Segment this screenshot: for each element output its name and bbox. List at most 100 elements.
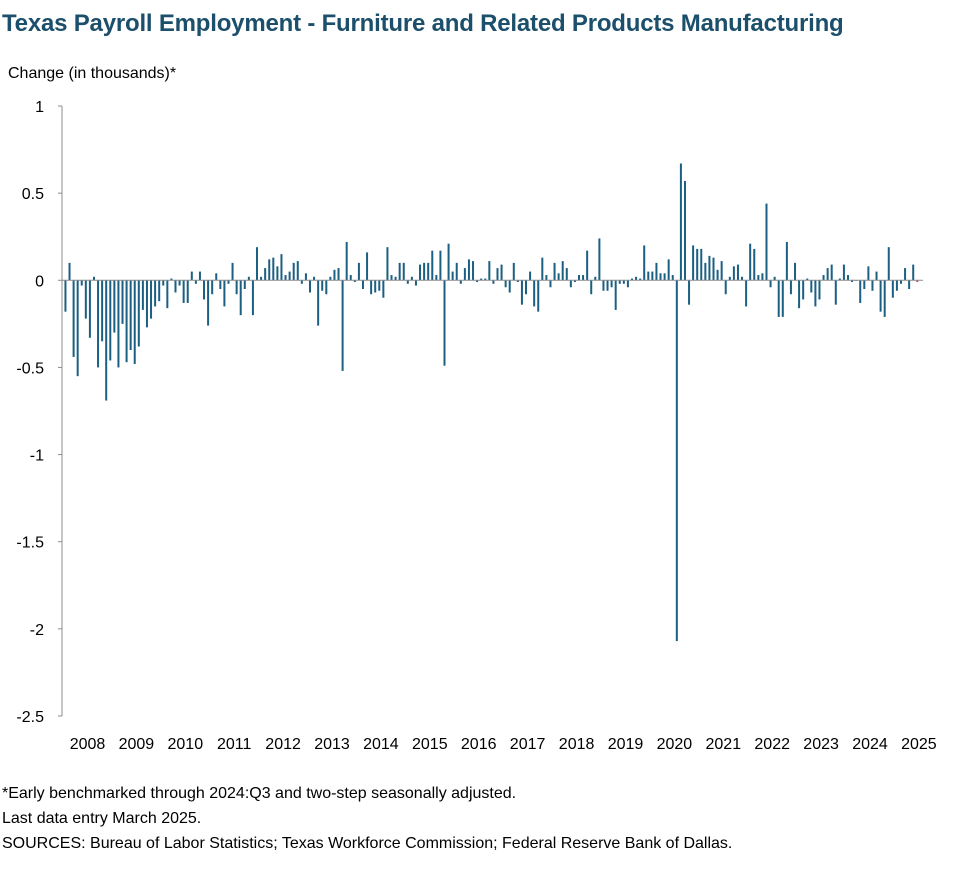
bar <box>203 280 206 300</box>
bar <box>830 264 833 281</box>
bar <box>101 280 104 342</box>
y-tick-label: 0.5 <box>22 186 44 203</box>
bar <box>382 280 385 298</box>
bar <box>247 276 250 281</box>
bar <box>838 278 841 281</box>
bar <box>659 273 662 281</box>
x-tick-label: 2015 <box>412 736 448 753</box>
bar <box>137 280 140 347</box>
bar <box>851 280 854 283</box>
bar <box>215 273 218 281</box>
bar <box>329 276 332 281</box>
bar <box>109 280 112 361</box>
bar <box>826 268 829 281</box>
x-tick-label: 2023 <box>803 736 839 753</box>
bar <box>891 280 894 298</box>
bars-group <box>64 163 919 642</box>
bar <box>121 280 124 324</box>
bar <box>333 269 336 281</box>
bar <box>223 280 226 307</box>
bar <box>480 278 483 281</box>
x-tick-label: 2011 <box>217 736 252 753</box>
bar <box>207 280 210 326</box>
y-axis-label: Change (in thousands)* <box>8 65 177 82</box>
bar <box>476 280 479 283</box>
bar <box>154 280 157 307</box>
bar <box>704 262 707 281</box>
bar <box>239 280 242 316</box>
y-tick-label: -1 <box>30 448 44 465</box>
bar <box>284 275 287 281</box>
bar <box>647 271 650 281</box>
bar <box>321 280 324 291</box>
bar <box>802 280 805 300</box>
bar <box>419 264 422 281</box>
bar <box>158 280 161 302</box>
bar <box>374 280 377 293</box>
x-tick-label: 2021 <box>706 736 742 753</box>
bar <box>761 273 764 281</box>
bar <box>708 255 711 281</box>
bar <box>219 280 222 289</box>
bar <box>643 245 646 281</box>
bar <box>512 262 515 281</box>
bar <box>349 275 352 281</box>
bar <box>366 252 369 281</box>
bar <box>598 238 601 281</box>
bar <box>166 280 169 309</box>
bar <box>675 280 678 642</box>
bar <box>736 264 739 281</box>
bar <box>398 262 401 281</box>
bar <box>182 280 185 303</box>
bar <box>133 280 136 364</box>
bar <box>402 262 405 281</box>
bar <box>557 273 560 281</box>
bar <box>72 280 75 357</box>
bar <box>871 280 874 291</box>
x-tick-label: 2014 <box>363 736 399 753</box>
bar <box>904 268 907 281</box>
bar <box>732 266 735 281</box>
bar <box>272 257 275 281</box>
bar <box>227 280 230 284</box>
y-tick-label: 1 <box>35 99 44 116</box>
bar <box>794 262 797 281</box>
bar <box>141 280 144 310</box>
bar <box>406 280 409 284</box>
bar <box>516 280 519 283</box>
x-tick-label: 2016 <box>461 736 497 753</box>
footnote-last-entry: Last data entry March 2025. <box>2 810 202 827</box>
bar <box>235 280 238 295</box>
bar <box>423 262 426 281</box>
bar <box>68 262 71 281</box>
bar <box>84 280 87 319</box>
bar <box>447 243 450 281</box>
bar <box>545 275 548 281</box>
bar <box>614 280 617 310</box>
bar <box>353 280 356 283</box>
bar <box>455 262 458 281</box>
bar <box>264 268 267 281</box>
bar <box>683 180 686 281</box>
bar <box>879 280 882 312</box>
bar <box>117 280 120 368</box>
bar <box>602 280 605 291</box>
bar <box>769 280 772 288</box>
bar <box>834 280 837 305</box>
bar <box>162 280 165 286</box>
bar <box>280 254 283 281</box>
bar <box>753 248 756 281</box>
bar <box>378 280 381 291</box>
bar <box>667 259 670 281</box>
bar <box>569 280 572 288</box>
bar <box>728 276 731 281</box>
bar <box>582 275 585 281</box>
x-tick-label: 2018 <box>559 736 595 753</box>
bar <box>484 278 487 281</box>
x-tick-label: 2008 <box>70 736 106 753</box>
bar <box>688 280 691 305</box>
bar <box>553 262 556 281</box>
bar <box>129 280 132 350</box>
bar <box>565 268 568 281</box>
bar <box>700 248 703 281</box>
